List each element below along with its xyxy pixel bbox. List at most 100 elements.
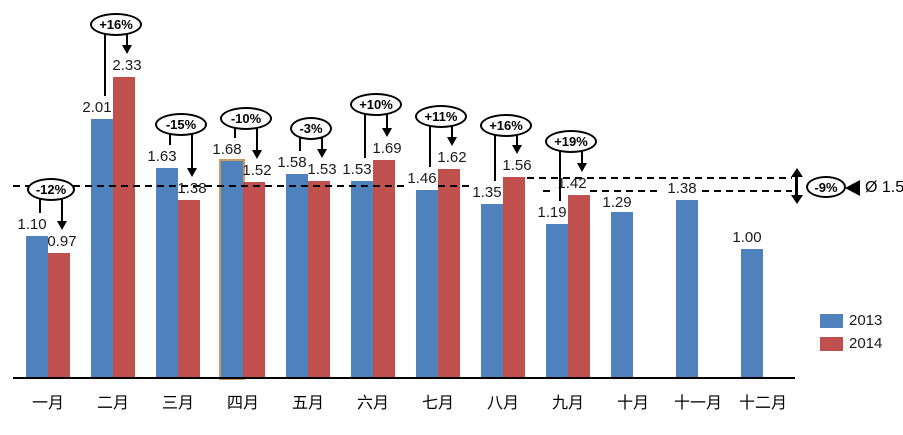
bar-2014-m6[interactable] [373,159,395,378]
change-leg-2014-m2 [126,33,128,47]
average-pointer-icon [845,180,860,196]
x-axis-line [13,377,795,379]
change-leg-2014-m8 [516,134,518,146]
change-oval-m1[interactable]: -12% [27,177,75,201]
change-leg-2013-m7 [429,125,431,167]
change-oval-m7[interactable]: +11% [415,104,467,128]
bar-2013-m9[interactable] [546,224,568,378]
bar-2013-m2[interactable] [91,118,113,378]
value-label-2014-m9: 1.42 [557,174,587,192]
x-axis-label-8: 八月 [486,395,519,412]
change-oval-m4[interactable]: -10% [220,106,272,130]
change-oval-m6[interactable]: +10% [350,92,402,116]
x-axis-label-10: 十月 [616,395,649,412]
x-axis-label-4: 四月 [226,395,259,412]
value-label-2013-m8: 1.35 [472,183,502,201]
value-label-2014-m5: 1.53 [307,160,337,178]
bar-2013-m3[interactable] [156,167,178,378]
value-label-2013-m11: 1.38 [667,179,697,197]
value-label-2013-m9: 1.19 [537,204,567,222]
bar-2014-m1[interactable] [48,252,70,378]
lower-average-dashed-line [702,190,792,192]
change-leg-2013-m5 [299,137,301,152]
change-arrow-icon-m4 [252,149,262,159]
lower-average-dashed-line [590,190,662,192]
value-label-2013-m5: 1.58 [277,154,307,172]
x-axis-label-12: 十二月 [738,395,787,412]
gap-arrow-shaft [795,174,798,198]
change-leg-2014-m1 [61,198,63,222]
change-oval-m5[interactable]: -3% [290,116,332,140]
value-label-2014-m7: 1.62 [437,149,467,167]
change-oval-m2[interactable]: +16% [90,12,142,36]
value-label-2014-m4: 1.52 [242,161,272,179]
value-label-2013-m1: 1.10 [17,216,47,234]
bar-2014-m9[interactable] [568,194,590,378]
gap-annotation-oval[interactable]: -9% [806,176,846,198]
change-leg-2014-m9 [581,150,583,164]
bar-2014-m8[interactable] [503,176,525,378]
change-oval-m9[interactable]: +19% [545,129,597,153]
bar-2013-m12[interactable] [741,249,763,378]
bar-2013-m1[interactable] [26,236,48,378]
gap-arrow-up-icon [791,168,803,177]
legend-label-2014[interactable]: 2014 [849,335,883,352]
x-axis-label-3: 三月 [161,395,194,412]
change-leg-2014-m3 [191,133,193,169]
change-leg-2013-m9 [559,150,561,202]
x-axis-label-1: 一月 [31,395,64,412]
bar-2014-m7[interactable] [438,169,460,378]
value-label-2013-m3: 1.63 [147,147,177,165]
bar-2014-m4[interactable] [243,181,265,378]
change-arrow-icon-m1 [57,220,67,230]
value-label-2014-m8: 1.56 [502,156,532,174]
value-label-2013-m6: 1.53 [342,160,372,178]
change-leg-2013-m6 [364,113,366,158]
legend-label-2013[interactable]: 2013 [849,312,883,329]
upper-average-dashed-line [527,177,792,179]
value-label-2013-m2: 2.01 [82,98,112,116]
bar-2013-m11[interactable] [676,199,698,378]
lower-average-dashed-line [543,190,554,192]
change-leg-2014-m4 [256,127,258,151]
change-oval-m3[interactable]: -15% [155,112,207,136]
bar-2014-m2[interactable] [113,77,135,378]
change-oval-m8[interactable]: +16% [480,113,532,137]
x-axis-label-7: 七月 [421,395,454,412]
change-leg-2014-m6 [386,113,388,129]
change-leg-2013-m3 [169,133,171,145]
bar-2013-m4[interactable] [219,159,245,380]
average-value-label: Ø 1.5 [865,179,903,196]
value-label-2013-m10: 1.29 [602,193,632,211]
gap-annotation-label: -9% [814,179,838,195]
change-leg-2014-m5 [321,137,323,150]
value-label-2013-m7: 1.46 [407,169,437,187]
bar-2013-m10[interactable] [611,211,633,378]
value-label-2013-m12: 1.00 [732,229,762,246]
change-arrow-icon-m9 [577,162,587,172]
bar-2013-m6[interactable] [351,180,373,378]
change-leg-2013-m2 [104,33,106,96]
average-dashed-line [13,185,406,187]
x-axis-label-11: 十一月 [673,395,722,412]
change-leg-2013-m1 [39,198,41,214]
change-arrow-icon-m3 [187,167,197,177]
change-leg-2013-m4 [234,127,236,139]
bar-2013-m7[interactable] [416,189,438,378]
value-label-2014-m3: 1.38 [177,179,207,197]
value-label-2014-m1: 0.97 [47,232,77,250]
average-dashed-line [438,185,471,187]
value-label-2014-m2: 2.33 [112,57,142,75]
x-axis-label-5: 五月 [291,395,324,412]
bar-2013-m5[interactable] [286,174,308,378]
change-arrow-icon-m5 [317,148,327,158]
bar-2014-m3[interactable] [178,199,200,378]
bar-2014-m5[interactable] [308,180,330,378]
bar-2013-m8[interactable] [481,203,503,378]
legend-swatch-2013[interactable] [820,314,843,328]
x-axis-label-9: 九月 [551,395,584,412]
change-leg-2013-m8 [494,134,496,181]
change-leg-2014-m7 [451,125,453,139]
legend-swatch-2014[interactable] [820,337,843,351]
